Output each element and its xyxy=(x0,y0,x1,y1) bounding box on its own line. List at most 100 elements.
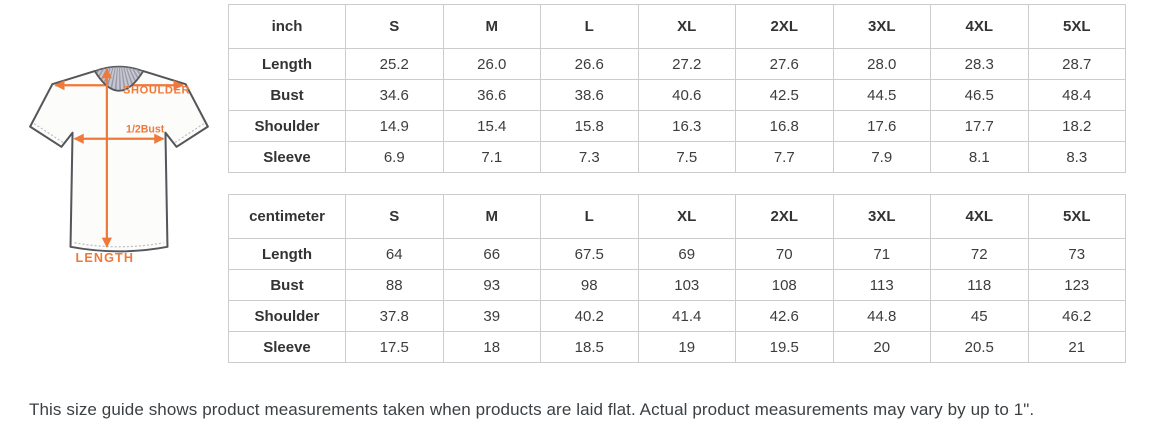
measurement-value-cell: 98 xyxy=(540,269,639,301)
unit-label-cell: centimeter xyxy=(228,194,346,239)
measurement-value-cell: 7.1 xyxy=(442,141,541,173)
measurement-value-cell: 66 xyxy=(442,238,541,270)
size-table-inch: inch S M L XL 2XL 3XL 4XL 5XL Length 25.2 26.0 26.6… xyxy=(228,4,1126,173)
size-header-cell: M xyxy=(442,4,541,49)
size-header-cell: 3XL xyxy=(832,4,931,49)
measurement-label-cell: Length xyxy=(228,238,346,270)
measurement-label-cell: Sleeve xyxy=(228,141,346,173)
measurement-value-cell: 41.4 xyxy=(637,300,736,332)
measurement-value-cell: 42.6 xyxy=(735,300,834,332)
measurement-value-cell: 7.5 xyxy=(637,141,736,173)
measurement-value-cell: 40.6 xyxy=(637,79,736,111)
bust-label: 1/2Bust xyxy=(126,124,165,136)
measurement-value-cell: 108 xyxy=(735,269,834,301)
size-table-centimeter-head: centimeter S M L XL 2XL 3XL 4XL 5XL xyxy=(228,194,1126,239)
collar-bottom-seam xyxy=(94,70,144,92)
measurement-value-cell: 113 xyxy=(832,269,931,301)
measurement-value-cell: 44.5 xyxy=(832,79,931,111)
size-header-cell: S xyxy=(345,4,444,49)
measurement-row: Bust 88 93 98 103 108 113 118 123 xyxy=(228,269,1126,301)
measurement-value-cell: 28.7 xyxy=(1027,48,1126,80)
measurement-value-cell: 26.6 xyxy=(540,48,639,80)
measurement-row: Length 64 66 67.5 69 70 71 72 73 xyxy=(228,238,1126,270)
size-table-inch-body: Length 25.2 26.0 26.6 27.2 27.6 28.0 28.3 28.7 Bu… xyxy=(228,48,1126,173)
size-header-cell: S xyxy=(345,194,444,239)
measurement-value-cell: 19.5 xyxy=(735,331,834,363)
measurement-value-cell: 27.2 xyxy=(637,48,736,80)
size-tables-column: inch S M L XL 2XL 3XL 4XL 5XL Length 25.2 26.0 26.6… xyxy=(228,4,1126,363)
measurement-value-cell: 17.7 xyxy=(930,110,1029,142)
size-header-cell: 4XL xyxy=(930,4,1029,49)
size-header-cell: 2XL xyxy=(735,4,834,49)
measurement-row: Sleeve 17.5 18 18.5 19 19.5 20 20.5 21 xyxy=(228,331,1126,363)
measurement-value-cell: 27.6 xyxy=(735,48,834,80)
measurement-value-cell: 17.5 xyxy=(345,331,444,363)
measurement-value-cell: 8.3 xyxy=(1027,141,1126,173)
measurement-value-cell: 17.6 xyxy=(832,110,931,142)
measurement-value-cell: 48.4 xyxy=(1027,79,1126,111)
measurement-row: Sleeve 6.9 7.1 7.3 7.5 7.7 7.9 8.1 8.3 xyxy=(228,141,1126,173)
measurement-value-cell: 38.6 xyxy=(540,79,639,111)
measurement-value-cell: 39 xyxy=(442,300,541,332)
measurement-value-cell: 18.2 xyxy=(1027,110,1126,142)
measurement-value-cell: 16.8 xyxy=(735,110,834,142)
size-table-centimeter: centimeter S M L XL 2XL 3XL 4XL 5XL Length 64 66 67… xyxy=(228,194,1126,363)
measurement-value-cell: 73 xyxy=(1027,238,1126,270)
size-header-cell: M xyxy=(442,194,541,239)
measurement-label-cell: Sleeve xyxy=(228,331,346,363)
measurement-value-cell: 7.7 xyxy=(735,141,834,173)
measurement-value-cell: 26.0 xyxy=(442,48,541,80)
measurement-value-cell: 93 xyxy=(442,269,541,301)
measurement-value-cell: 118 xyxy=(930,269,1029,301)
measurement-value-cell: 40.2 xyxy=(540,300,639,332)
measurement-value-cell: 71 xyxy=(832,238,931,270)
size-table-header-row: centimeter S M L XL 2XL 3XL 4XL 5XL xyxy=(228,194,1126,239)
measurement-label-cell: Length xyxy=(228,48,346,80)
size-header-cell: L xyxy=(540,194,639,239)
size-table-centimeter-body: Length 64 66 67.5 69 70 71 72 73 Bust 88 93 98 103 108… xyxy=(228,238,1126,363)
measurement-value-cell: 14.9 xyxy=(345,110,444,142)
measurement-value-cell: 15.8 xyxy=(540,110,639,142)
measurement-value-cell: 16.3 xyxy=(637,110,736,142)
measurement-value-cell: 42.5 xyxy=(735,79,834,111)
measurement-row: Shoulder 37.8 39 40.2 41.4 42.6 44.8 45 46.2 xyxy=(228,300,1126,332)
measurement-value-cell: 67.5 xyxy=(540,238,639,270)
measurement-value-cell: 123 xyxy=(1027,269,1126,301)
measurement-value-cell: 103 xyxy=(637,269,736,301)
right-sleeve-stitch-line xyxy=(174,123,205,144)
measurement-value-cell: 34.6 xyxy=(345,79,444,111)
hem-stitch-line xyxy=(74,242,164,248)
size-header-cell: XL xyxy=(637,194,736,239)
size-header-cell: 5XL xyxy=(1027,4,1126,49)
measurement-value-cell: 18.5 xyxy=(540,331,639,363)
measurement-row: Length 25.2 26.0 26.6 27.2 27.6 28.0 28.3 28.7 xyxy=(228,48,1126,80)
measurement-value-cell: 21 xyxy=(1027,331,1126,363)
size-table-header-row: inch S M L XL 2XL 3XL 4XL 5XL xyxy=(228,4,1126,49)
size-guide-footnote: This size guide shows product measuremen… xyxy=(29,400,1035,419)
measurement-value-cell: 36.6 xyxy=(442,79,541,111)
left-sleeve-stitch-line xyxy=(33,123,64,144)
measurement-value-cell: 70 xyxy=(735,238,834,270)
size-header-cell: L xyxy=(540,4,639,49)
measurement-value-cell: 18 xyxy=(442,331,541,363)
measurement-label-cell: Bust xyxy=(228,79,346,111)
measurement-value-cell: 45 xyxy=(930,300,1029,332)
measurement-label-cell: Shoulder xyxy=(228,110,346,142)
measurement-value-cell: 64 xyxy=(345,238,444,270)
tshirt-measurement-diagram: SHOULDER 1/2Bust LENGTH xyxy=(26,62,214,266)
measurement-value-cell: 20.5 xyxy=(930,331,1029,363)
measurement-value-cell: 28.0 xyxy=(832,48,931,80)
measurement-value-cell: 7.9 xyxy=(832,141,931,173)
length-label: LENGTH xyxy=(76,251,135,265)
measurement-value-cell: 46.2 xyxy=(1027,300,1126,332)
size-header-cell: 5XL xyxy=(1027,194,1126,239)
measurement-value-cell: 44.8 xyxy=(832,300,931,332)
measurement-value-cell: 15.4 xyxy=(442,110,541,142)
measurement-label-cell: Shoulder xyxy=(228,300,346,332)
size-header-cell: 3XL xyxy=(832,194,931,239)
measurement-value-cell: 69 xyxy=(637,238,736,270)
measurement-value-cell: 25.2 xyxy=(345,48,444,80)
tshirt-outline xyxy=(29,70,209,253)
measurement-value-cell: 88 xyxy=(345,269,444,301)
measurement-value-cell: 20 xyxy=(832,331,931,363)
